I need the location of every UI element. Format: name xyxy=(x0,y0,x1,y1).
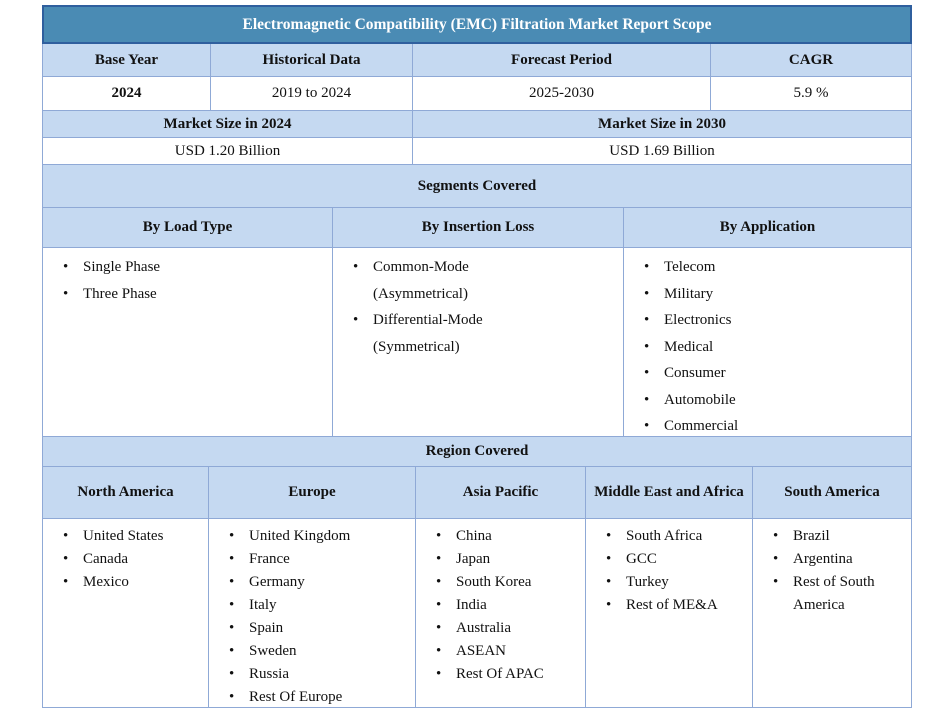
region-covered-row: Region Covered xyxy=(42,437,912,467)
asia-pacific-list: ChinaJapanSouth KoreaIndiaAustraliaASEAN… xyxy=(434,525,577,686)
list-item: Brazil xyxy=(771,525,903,548)
market-size-2024-header: Market Size in 2024 xyxy=(43,111,413,138)
list-item: Germany xyxy=(227,571,407,594)
list-item: Rest Of Europe xyxy=(227,686,407,707)
north-america-list-cell: United StatesCanadaMexico xyxy=(43,519,209,708)
forecast-period-value: 2025-2030 xyxy=(413,77,711,111)
list-item: Automobile xyxy=(642,387,903,414)
list-item: ASEAN xyxy=(434,640,577,663)
base-year-header: Base Year xyxy=(43,44,211,77)
region-covered-title: Region Covered xyxy=(43,437,912,467)
market-size-2024-value: USD 1.20 Billion xyxy=(43,138,413,165)
middle-east-africa-header: Middle East and Africa xyxy=(586,467,753,519)
middle-east-africa-list: South AfricaGCCTurkeyRest of ME&A xyxy=(604,525,744,617)
overview-header-row: Base Year Historical Data Forecast Perio… xyxy=(42,44,912,77)
market-size-value-row: USD 1.20 Billion USD 1.69 Billion xyxy=(42,138,912,165)
insertion-loss-list-cell: Common-Mode (Asymmetrical)Differential-M… xyxy=(333,248,624,437)
europe-list: United KingdomFranceGermanyItalySpainSwe… xyxy=(227,525,407,707)
segment-list-row: Single PhaseThree Phase Common-Mode (Asy… xyxy=(42,248,912,437)
list-item: Rest of ME&A xyxy=(604,594,744,617)
base-year-value: 2024 xyxy=(43,77,211,111)
list-item: Rest of South America xyxy=(771,571,903,617)
north-america-list: United StatesCanadaMexico xyxy=(61,525,200,594)
cagr-value: 5.9 % xyxy=(711,77,912,111)
europe-header: Europe xyxy=(209,467,416,519)
list-item: Common-Mode (Asymmetrical) xyxy=(351,254,615,307)
list-item: Russia xyxy=(227,663,407,686)
list-item: Sweden xyxy=(227,640,407,663)
list-item: Spain xyxy=(227,617,407,640)
list-item: Consumer xyxy=(642,360,903,387)
list-item: Differential-Mode (Symmetrical) xyxy=(351,307,615,360)
list-item: Three Phase xyxy=(61,281,324,308)
segment-header-row: By Load Type By Insertion Loss By Applic… xyxy=(42,208,912,248)
asia-pacific-header: Asia Pacific xyxy=(416,467,586,519)
load-type-list-cell: Single PhaseThree Phase xyxy=(43,248,333,437)
list-item: Canada xyxy=(61,548,200,571)
report-scope-table: Electromagnetic Compatibility (EMC) Filt… xyxy=(42,5,912,708)
list-item: South Korea xyxy=(434,571,577,594)
market-size-header-row: Market Size in 2024 Market Size in 2030 xyxy=(42,111,912,138)
list-item: Military xyxy=(642,281,903,308)
list-item: Commercial xyxy=(642,413,903,436)
south-america-list-cell: BrazilArgentinaRest of South America xyxy=(753,519,912,708)
by-load-type-header: By Load Type xyxy=(43,208,333,248)
asia-pacific-list-cell: ChinaJapanSouth KoreaIndiaAustraliaASEAN… xyxy=(416,519,586,708)
application-list: TelecomMilitaryElectronicsMedicalConsume… xyxy=(642,254,903,436)
insertion-loss-list: Common-Mode (Asymmetrical)Differential-M… xyxy=(351,254,615,360)
table-title: Electromagnetic Compatibility (EMC) Filt… xyxy=(42,5,912,44)
load-type-list: Single PhaseThree Phase xyxy=(61,254,324,307)
list-item: GCC xyxy=(604,548,744,571)
market-size-2030-value: USD 1.69 Billion xyxy=(413,138,912,165)
market-size-2030-header: Market Size in 2030 xyxy=(413,111,912,138)
region-list-row: United StatesCanadaMexico United Kingdom… xyxy=(42,519,912,708)
list-item: United Kingdom xyxy=(227,525,407,548)
by-application-header: By Application xyxy=(624,208,912,248)
forecast-period-header: Forecast Period xyxy=(413,44,711,77)
historical-data-header: Historical Data xyxy=(211,44,413,77)
south-america-list: BrazilArgentinaRest of South America xyxy=(771,525,903,617)
list-item: Argentina xyxy=(771,548,903,571)
by-insertion-loss-header: By Insertion Loss xyxy=(333,208,624,248)
list-item: Australia xyxy=(434,617,577,640)
list-item: India xyxy=(434,594,577,617)
list-item: South Africa xyxy=(604,525,744,548)
list-item: Single Phase xyxy=(61,254,324,281)
historical-data-value: 2019 to 2024 xyxy=(211,77,413,111)
cagr-header: CAGR xyxy=(711,44,912,77)
europe-list-cell: United KingdomFranceGermanyItalySpainSwe… xyxy=(209,519,416,708)
segments-covered-row: Segments Covered xyxy=(42,165,912,208)
list-item: Electronics xyxy=(642,307,903,334)
list-item: United States xyxy=(61,525,200,548)
list-item: Japan xyxy=(434,548,577,571)
application-list-cell: TelecomMilitaryElectronicsMedicalConsume… xyxy=(624,248,912,437)
list-item: Medical xyxy=(642,334,903,361)
list-item: Rest Of APAC xyxy=(434,663,577,686)
list-item: Telecom xyxy=(642,254,903,281)
list-item: China xyxy=(434,525,577,548)
list-item: France xyxy=(227,548,407,571)
middle-east-africa-list-cell: South AfricaGCCTurkeyRest of ME&A xyxy=(586,519,753,708)
region-header-row: North America Europe Asia Pacific Middle… xyxy=(42,467,912,519)
overview-value-row: 2024 2019 to 2024 2025-2030 5.9 % xyxy=(42,77,912,111)
list-item: Mexico xyxy=(61,571,200,594)
south-america-header: South America xyxy=(753,467,912,519)
north-america-header: North America xyxy=(43,467,209,519)
list-item: Italy xyxy=(227,594,407,617)
list-item: Turkey xyxy=(604,571,744,594)
segments-covered-title: Segments Covered xyxy=(43,165,912,208)
